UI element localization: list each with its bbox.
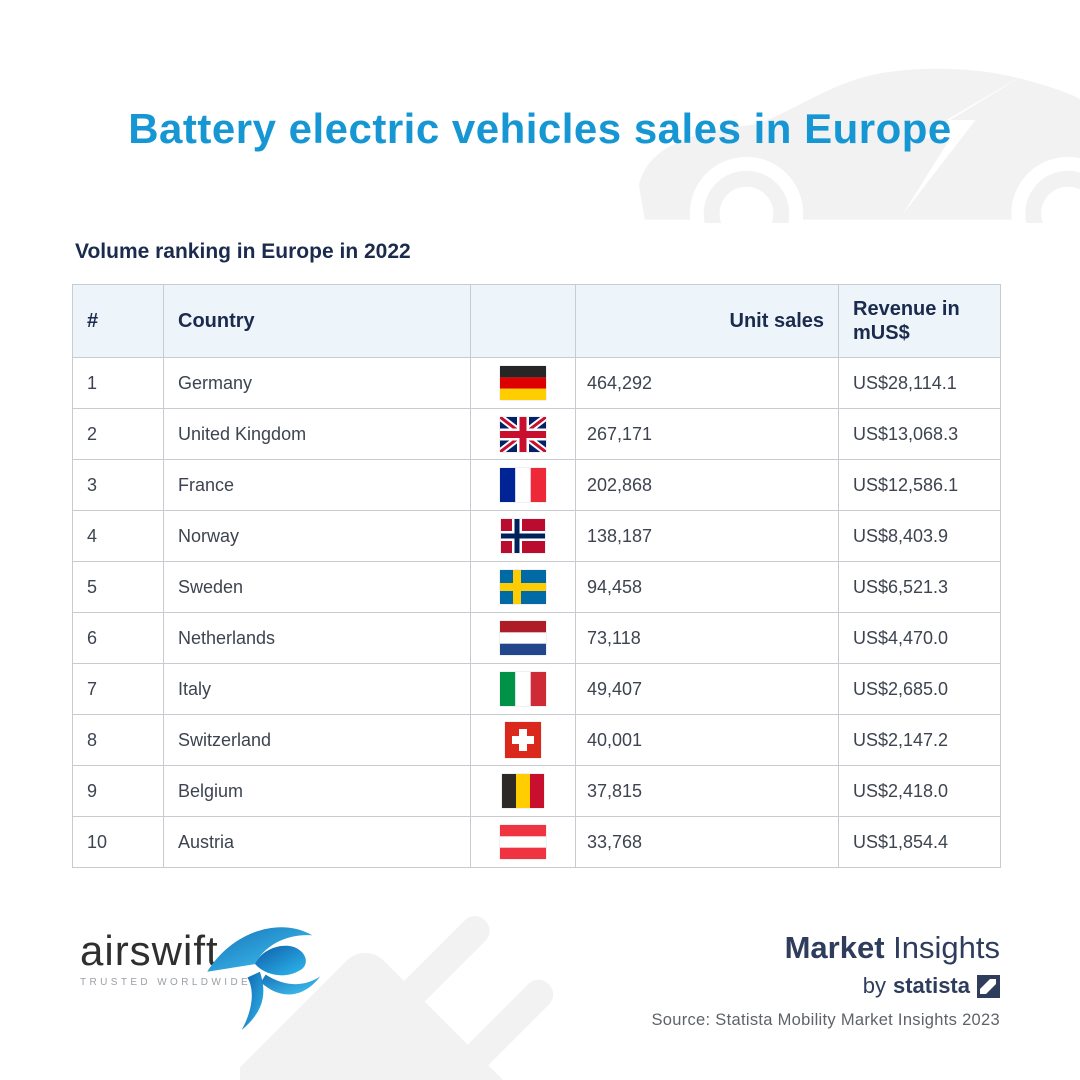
- table-row: 3 France 202,868 US$12,586.1: [72, 459, 1001, 511]
- table-row: 7 Italy 49,407 US$2,685.0: [72, 663, 1001, 715]
- unit-sales-cell: 464,292: [575, 357, 839, 409]
- unit-sales-cell: 138,187: [575, 510, 839, 562]
- unit-sales-cell: 94,458: [575, 561, 839, 613]
- table-row: 2 United Kingdom 267,171 US$13,068.3: [72, 408, 1001, 460]
- header-rank: #: [72, 284, 164, 358]
- revenue-cell: US$2,685.0: [838, 663, 1001, 715]
- statista-label: statista: [892, 973, 970, 998]
- market-insights-wordmark: Market Insights: [785, 930, 1000, 966]
- revenue-cell: US$13,068.3: [838, 408, 1001, 460]
- revenue-cell: US$1,854.4: [838, 816, 1001, 868]
- country-cell: Netherlands: [163, 612, 471, 664]
- country-cell: Italy: [163, 663, 471, 715]
- airswift-logo: airswift TRUSTED WORLDWIDE: [80, 927, 340, 1031]
- unit-sales-cell: 33,768: [575, 816, 839, 868]
- header-country: Country: [163, 284, 471, 358]
- by-statista-wordmark: by statista: [785, 973, 1000, 999]
- swift-bird-icon: [207, 927, 321, 1031]
- flag-no-icon: [470, 510, 576, 562]
- table-subtitle: Volume ranking in Europe in 2022: [75, 240, 411, 263]
- table-row: 6 Netherlands 73,118 US$4,470.0: [72, 612, 1001, 664]
- table-row: 4 Norway 138,187 US$8,403.9: [72, 510, 1001, 562]
- country-cell: France: [163, 459, 471, 511]
- table-body: 1 Germany 464,292 US$28,114.1 2 United Kingdo…: [72, 357, 1001, 868]
- rank-cell: 2: [72, 408, 164, 460]
- market-insights-logo: Market Insights by statista: [785, 930, 1000, 999]
- rank-cell: 10: [72, 816, 164, 868]
- rank-cell: 4: [72, 510, 164, 562]
- market-insights-bold-part: Market: [784, 930, 885, 965]
- revenue-cell: US$2,418.0: [838, 765, 1001, 817]
- charging-plug-silhouette: [240, 916, 554, 1080]
- flag-uk-icon: [470, 408, 576, 460]
- table-row: 9 Belgium 37,815 US$2,418.0: [72, 765, 1001, 817]
- unit-sales-cell: 40,001: [575, 714, 839, 766]
- revenue-cell: US$4,470.0: [838, 612, 1001, 664]
- flag-ch-icon: [470, 714, 576, 766]
- country-cell: United Kingdom: [163, 408, 471, 460]
- unit-sales-cell: 37,815: [575, 765, 839, 817]
- header-revenue: Revenue in mUS$: [838, 284, 1001, 358]
- flag-fr-icon: [470, 459, 576, 511]
- country-cell: Germany: [163, 357, 471, 409]
- header-flag: [470, 284, 576, 358]
- flag-it-icon: [470, 663, 576, 715]
- revenue-cell: US$12,586.1: [838, 459, 1001, 511]
- unit-sales-cell: 267,171: [575, 408, 839, 460]
- table-row: 1 Germany 464,292 US$28,114.1: [72, 357, 1001, 409]
- ranking-table: # Country Unit sales Revenue in mUS$ 1 Ge…: [72, 284, 1001, 868]
- by-label: by: [862, 973, 886, 998]
- table-row: 5 Sweden 94,458 US$6,521.3: [72, 561, 1001, 613]
- source-text: Source: Statista Mobility Market Insight…: [651, 1011, 1000, 1029]
- rank-cell: 8: [72, 714, 164, 766]
- rank-cell: 7: [72, 663, 164, 715]
- country-cell: Austria: [163, 816, 471, 868]
- rank-cell: 6: [72, 612, 164, 664]
- revenue-cell: US$6,521.3: [838, 561, 1001, 613]
- revenue-cell: US$2,147.2: [838, 714, 1001, 766]
- table-row: 8 Switzerland 40,001 US$2,147.2: [72, 714, 1001, 766]
- table-header-row: # Country Unit sales Revenue in mUS$: [72, 284, 1001, 358]
- flag-at-icon: [470, 816, 576, 868]
- table-row: 10 Austria 33,768 US$1,854.4: [72, 816, 1001, 868]
- revenue-cell: US$28,114.1: [838, 357, 1001, 409]
- rank-cell: 3: [72, 459, 164, 511]
- airswift-tagline: TRUSTED WORLDWIDE: [80, 977, 252, 988]
- ranking-table-container: # Country Unit sales Revenue in mUS$ 1 Ge…: [72, 284, 1001, 868]
- statista-logo-icon: [977, 974, 1000, 998]
- flag-nl-icon: [470, 612, 576, 664]
- flag-de-icon: [470, 357, 576, 409]
- electric-car-silhouette: [638, 66, 1080, 223]
- country-cell: Belgium: [163, 765, 471, 817]
- rank-cell: 9: [72, 765, 164, 817]
- table-header: # Country Unit sales Revenue in mUS$: [72, 284, 1001, 358]
- flag-be-icon: [470, 765, 576, 817]
- rank-cell: 1: [72, 357, 164, 409]
- country-cell: Sweden: [163, 561, 471, 613]
- unit-sales-cell: 73,118: [575, 612, 839, 664]
- rank-cell: 5: [72, 561, 164, 613]
- revenue-cell: US$8,403.9: [838, 510, 1001, 562]
- unit-sales-cell: 49,407: [575, 663, 839, 715]
- header-unit-sales: Unit sales: [575, 284, 839, 358]
- page-title: Battery electric vehicles sales in Europ…: [128, 105, 952, 152]
- flag-se-icon: [470, 561, 576, 613]
- unit-sales-cell: 202,868: [575, 459, 839, 511]
- market-insights-regular-part: Insights: [893, 930, 1000, 965]
- country-cell: Switzerland: [163, 714, 471, 766]
- country-cell: Norway: [163, 510, 471, 562]
- airswift-wordmark: airswift: [80, 927, 219, 974]
